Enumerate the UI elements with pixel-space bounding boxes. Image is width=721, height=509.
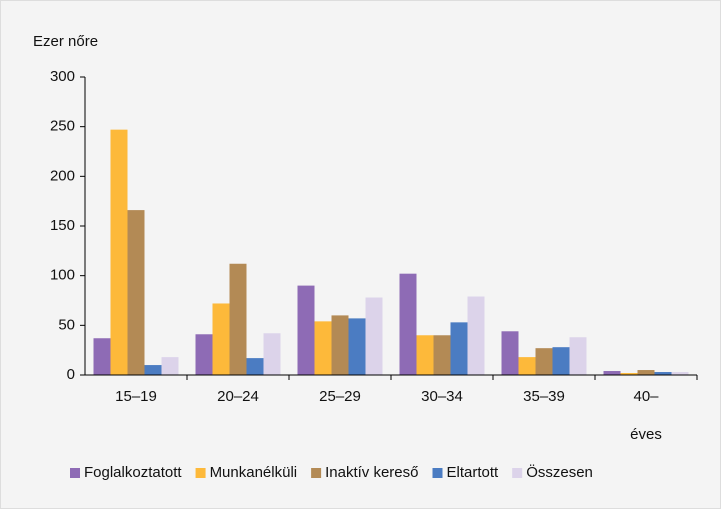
- y-tick-label: 150: [50, 217, 75, 234]
- legend-swatch: [195, 468, 206, 478]
- y-axis-label: Ezer nőre: [33, 33, 98, 50]
- y-tick-label: 0: [67, 366, 75, 383]
- legend-swatch: [432, 468, 443, 478]
- bar: [603, 371, 621, 375]
- bar: [552, 347, 570, 375]
- bar: [620, 373, 638, 375]
- y-tick-label: 200: [50, 167, 75, 184]
- bar: [229, 263, 247, 375]
- legend-swatch: [70, 468, 80, 478]
- bar: [654, 372, 672, 375]
- bar: [246, 358, 264, 375]
- bar: [450, 322, 468, 375]
- legend-label: Inaktív kereső: [325, 464, 418, 481]
- x-tick-label: 25–29: [319, 388, 361, 405]
- x-tick-label: 20–24: [217, 388, 259, 405]
- bar: [348, 318, 366, 375]
- legend-label: Foglalkoztatott: [84, 464, 182, 481]
- bar: [535, 348, 553, 375]
- bar: [518, 357, 536, 375]
- bar: [93, 338, 111, 375]
- x-tick-label: 40– éves: [630, 388, 662, 443]
- bar: [569, 337, 587, 375]
- legend-swatch: [311, 468, 322, 478]
- bar: [263, 333, 281, 375]
- legend-swatch: [512, 468, 523, 478]
- legend-label: Eltartott: [447, 464, 500, 481]
- legend-label: Összesen: [526, 463, 593, 481]
- y-tick-label: 100: [50, 267, 75, 284]
- legend-label: Munkanélküli: [210, 464, 298, 481]
- x-tick-label: 35–39: [523, 388, 565, 405]
- bar: [110, 129, 128, 375]
- bar: [365, 297, 383, 375]
- bar: [297, 285, 315, 375]
- bar: [195, 334, 213, 375]
- y-tick-label: 300: [50, 68, 75, 85]
- bar: [331, 315, 349, 375]
- bar: [127, 210, 145, 375]
- bar: [433, 335, 451, 375]
- bar: [314, 321, 332, 375]
- bar: [501, 331, 519, 375]
- bar: [144, 365, 162, 375]
- x-tick-label: 15–19: [115, 388, 157, 405]
- bar: [399, 273, 417, 375]
- bar: [416, 335, 434, 375]
- bar: [161, 357, 179, 375]
- y-tick-label: 250: [50, 118, 75, 135]
- x-tick-label: 30–34: [421, 388, 463, 405]
- bar: [467, 296, 485, 375]
- bar: [212, 303, 230, 375]
- bar: [637, 370, 655, 375]
- y-tick-label: 50: [58, 316, 75, 333]
- bar: [671, 372, 689, 375]
